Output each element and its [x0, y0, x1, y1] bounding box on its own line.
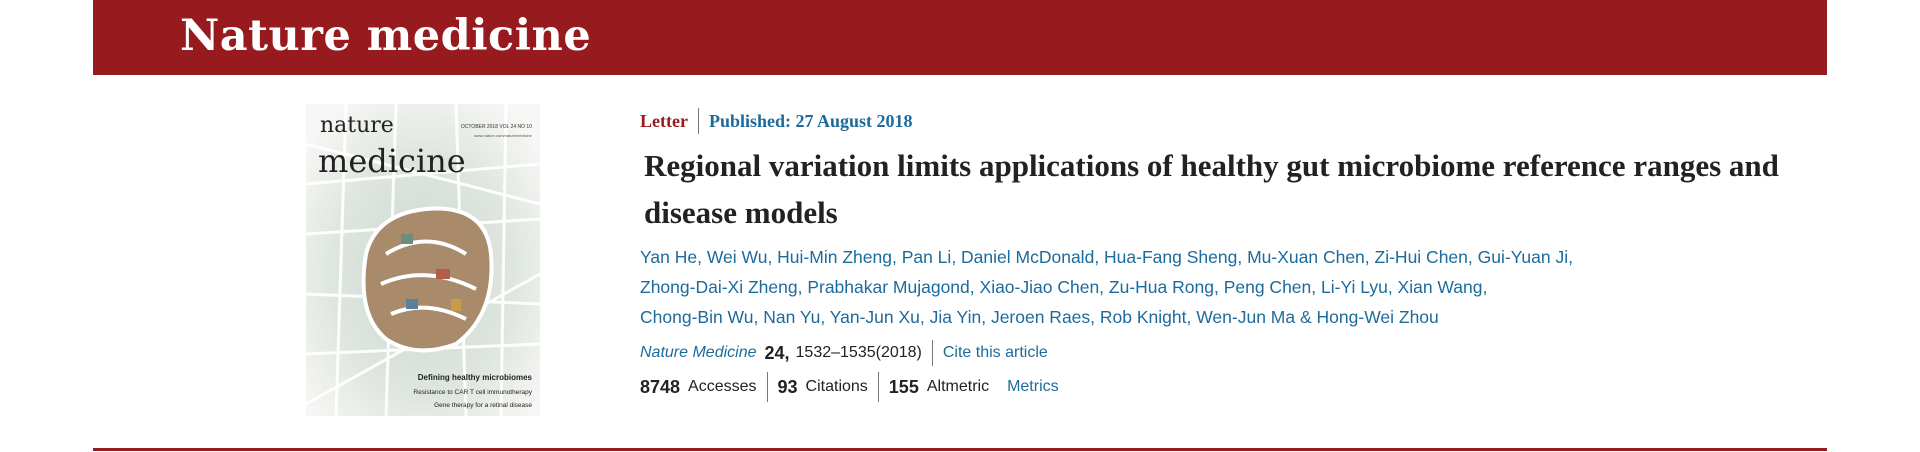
author-link[interactable]: Peng Chen — [1223, 277, 1312, 297]
citation-line: Nature Medicine 24, 1532–1535(2018) Cite… — [640, 340, 1790, 366]
author-link[interactable]: Xiao-Jiao Chen — [979, 277, 1100, 297]
journal-cover-image[interactable]: nature medicine OCTOBER 2018 VOL 24 NO 1… — [305, 103, 541, 417]
author-link[interactable]: Wei Wu — [706, 247, 768, 267]
cover-url: www.nature.com/naturemedicine — [474, 133, 533, 138]
author-link[interactable]: Xian Wang — [1397, 277, 1483, 297]
citations-count: 93 — [777, 376, 798, 397]
divider — [697, 108, 699, 134]
altmetric-label: Altmetric — [926, 378, 990, 395]
author-link[interactable]: Prabhakar Mujagond — [807, 277, 970, 297]
author-link[interactable]: Zu-Hua Rong — [1108, 277, 1214, 297]
cover-illustration: nature medicine OCTOBER 2018 VOL 24 NO 1… — [305, 103, 541, 417]
accesses-label: Accesses — [688, 378, 757, 395]
article-meta: Letter Published: 27 August 2018 — [640, 108, 1790, 134]
author-link[interactable]: Li-Yi Lyu — [1321, 277, 1388, 297]
journal-banner: Nature medicine — [93, 0, 1827, 75]
article-title: Regional variation limits applications o… — [644, 148, 1779, 230]
pages: 1532–1535(2018) — [795, 344, 922, 361]
author-link[interactable]: Zhong-Dai-Xi Zheng — [640, 277, 798, 297]
published-date: Published: 27 August 2018 — [708, 110, 913, 131]
cover-masthead-top: nature — [320, 113, 394, 138]
altmetric-count: 155 — [888, 376, 919, 397]
cover-headline: Defining healthy microbiomes — [418, 373, 533, 382]
volume: 24, — [764, 342, 790, 363]
author-link[interactable]: Rob Knight — [1099, 307, 1187, 327]
journal-name[interactable]: Nature Medicine — [640, 344, 757, 361]
divider — [931, 340, 933, 366]
cover-headline: Resistance to CAR T cell immunotherapy — [413, 389, 532, 396]
author-link[interactable]: Zi-Hui Chen — [1374, 247, 1468, 267]
bottom-divider — [93, 448, 1827, 451]
divider — [766, 372, 768, 402]
author-link[interactable]: Daniel McDonald — [961, 247, 1095, 267]
citations-label: Citations — [805, 378, 868, 395]
author-link[interactable]: Hui-Min Zheng — [777, 247, 892, 267]
cover-issue: OCTOBER 2018 VOL 24 NO 10 — [461, 124, 532, 130]
journal-title[interactable]: Nature medicine — [180, 11, 592, 61]
divider — [877, 372, 879, 402]
author-link[interactable]: Jeroen Raes — [990, 307, 1091, 327]
author-link[interactable]: Nan Yu — [763, 307, 821, 327]
author-link[interactable]: Hua-Fang Sheng — [1104, 247, 1238, 267]
author-list: Yan He, Wei Wu, Hui-Min Zheng, Pan Li, D… — [640, 247, 1573, 327]
cite-this-article-link[interactable]: Cite this article — [942, 344, 1048, 361]
author-link[interactable]: Wen-Jun Ma — [1196, 307, 1296, 327]
author-link[interactable]: Mu-Xuan Chen — [1247, 247, 1365, 267]
article-header: Letter Published: 27 August 2018 Regiona… — [640, 108, 1790, 402]
author-link[interactable]: Pan Li — [901, 247, 952, 267]
article-metrics: 8748 Accesses 93 Citations 155 Altmetric… — [640, 372, 1790, 402]
metrics-link[interactable]: Metrics — [1007, 378, 1059, 395]
accesses-count: 8748 — [640, 376, 681, 397]
article-type: Letter — [640, 110, 688, 131]
author-link[interactable]: Hong-Wei Zhou — [1316, 307, 1439, 327]
cover-masthead: medicine — [318, 142, 466, 180]
author-link[interactable]: Yan-Jun Xu — [829, 307, 920, 327]
author-link[interactable]: Gui-Yuan Ji — [1477, 247, 1569, 267]
author-link[interactable]: Jia Yin — [929, 307, 982, 327]
author-link[interactable]: Yan He — [640, 247, 698, 267]
author-link[interactable]: Chong-Bin Wu — [640, 307, 754, 327]
cover-headline: Gene therapy for a retinal disease — [434, 402, 532, 409]
